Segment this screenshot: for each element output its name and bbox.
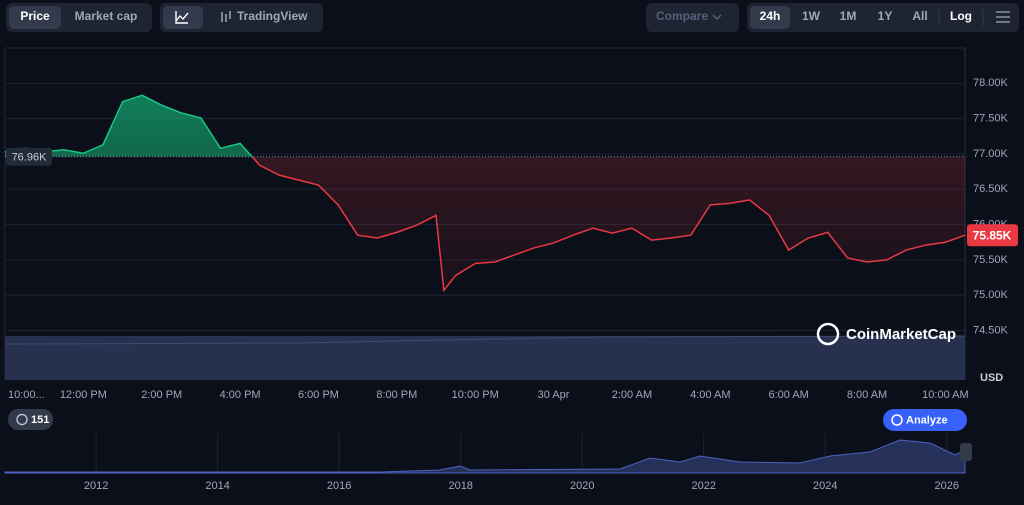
x-tick-label: 4:00 AM — [690, 389, 730, 401]
clock-icon — [16, 413, 28, 426]
x-tick-label: 2:00 PM — [141, 389, 182, 401]
log-toggle[interactable]: Log — [950, 9, 972, 23]
overview-tick-label: 2016 — [327, 480, 351, 492]
x-tick-label: 30 Apr — [538, 389, 570, 401]
baseline-badge — [6, 147, 52, 166]
candle-icon — [221, 11, 231, 22]
line-icon — [175, 11, 189, 24]
overview-tick-label: 2012 — [84, 480, 108, 492]
y-tick-label: 75.00K — [973, 289, 1009, 301]
logo — [816, 322, 840, 346]
y-tick-label: 77.00K — [973, 148, 1009, 160]
overview-tick-label: 2014 — [205, 480, 229, 492]
chevron — [712, 14, 722, 21]
range[interactable]: 1Y — [878, 9, 893, 23]
x-tick-label: 4:00 PM — [220, 389, 261, 401]
baseline-label: 76.96K — [12, 152, 48, 164]
tradingview[interactable]: TradingView — [237, 9, 308, 23]
range-active — [750, 6, 790, 29]
line-down — [251, 156, 966, 293]
volume-top — [4, 335, 966, 345]
area-up — [5, 95, 253, 157]
last-badge — [967, 224, 1018, 247]
x-tick-label: 10:00 AM — [922, 389, 968, 401]
overview-tick-label: 2020 — [570, 480, 594, 492]
badge-count: 151 — [31, 414, 49, 426]
x-tick-label: 2:00 AM — [612, 389, 652, 401]
tab[interactable]: Price — [20, 9, 50, 23]
line-up — [4, 94, 254, 157]
x-tick-label: 12:00 PM — [60, 389, 107, 401]
plot: 76.96K — [4, 94, 966, 293]
overview-handle[interactable] — [960, 443, 972, 461]
y-tick-label: 75.50K — [973, 254, 1009, 266]
overview-tick-label: 2022 — [691, 480, 715, 492]
analyze-icon — [891, 414, 903, 426]
y-tick-label: 77.50K — [973, 113, 1009, 125]
watermark: CoinMarketCap — [816, 322, 956, 346]
x-tick-label: 6:00 PM — [298, 389, 339, 401]
compare[interactable]: Compare — [656, 9, 708, 23]
compare-button[interactable] — [646, 3, 739, 32]
last-label: 75.85K — [973, 228, 1012, 242]
range[interactable]: 24h — [760, 9, 781, 23]
range[interactable]: All — [912, 9, 927, 23]
range-group — [747, 3, 1019, 32]
analyze-label[interactable]: Analyze — [906, 414, 948, 426]
x-tick-label: 6:00 AM — [768, 389, 808, 401]
analyze-button[interactable] — [883, 409, 967, 431]
watermark-text: CoinMarketCap — [846, 326, 956, 343]
area-down — [5, 156, 965, 291]
range[interactable]: 1W — [802, 9, 821, 23]
tab[interactable]: Market cap — [75, 9, 138, 23]
x-tick-label: 10:00 PM — [452, 389, 499, 401]
x-tick-label: 10:00... — [8, 389, 45, 401]
line-view[interactable] — [163, 6, 203, 29]
y-tick-label: 78.00K — [973, 77, 1009, 89]
settings-icon[interactable] — [996, 11, 1010, 23]
overview-tick-label: 2024 — [813, 480, 837, 492]
overview-tick-label: 2018 — [448, 480, 472, 492]
range[interactable]: 1M — [840, 9, 857, 23]
x-tick-label: 8:00 PM — [376, 389, 417, 401]
x-tick-label: 8:00 AM — [847, 389, 887, 401]
tab-active — [9, 6, 61, 29]
overview-tick-label: 2026 — [935, 480, 959, 492]
currency: USD — [980, 372, 1003, 384]
y-tick-label: 76.50K — [973, 183, 1009, 195]
y-tick-label: 74.50K — [973, 324, 1009, 336]
badge[interactable] — [8, 409, 53, 430]
